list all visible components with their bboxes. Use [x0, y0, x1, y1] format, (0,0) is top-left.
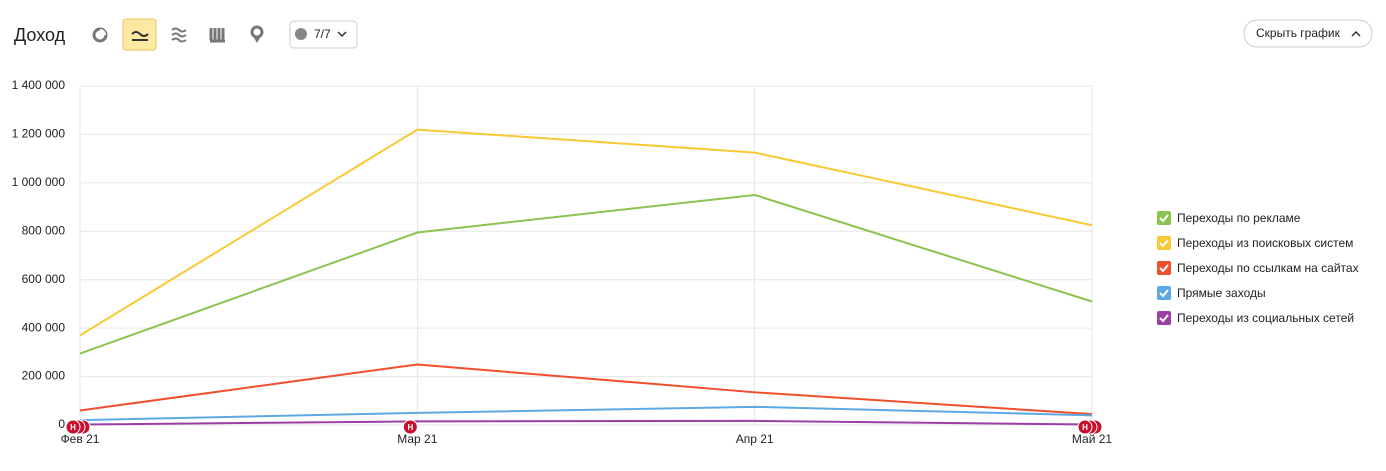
y-tick-label: 400 000 [22, 320, 66, 334]
legend-swatch [1157, 311, 1171, 325]
legend-check [1159, 314, 1169, 323]
legend-label: Переходы по рекламе [1177, 211, 1301, 225]
annotation-label: Н [1082, 423, 1088, 432]
x-tick-label: Май 21 [1072, 432, 1113, 446]
x-tick-label: Мар 21 [397, 432, 437, 446]
legend-swatch [1157, 236, 1171, 250]
filter-label: 7/7 [314, 27, 331, 41]
legend-swatch [1157, 211, 1171, 225]
dropdown-arrow [337, 31, 347, 38]
legend-label: Переходы из социальных сетей [1177, 311, 1354, 325]
bar-button[interactable] [209, 28, 225, 43]
line-icon [131, 31, 149, 41]
annotation-label: Н [70, 423, 76, 432]
annotation-marker [65, 419, 81, 435]
legend-check [1159, 289, 1169, 298]
y-tick-label: 1 400 000 [12, 78, 66, 92]
hide-chart-button[interactable] [1243, 19, 1373, 48]
series-line [79, 405, 1093, 422]
y-tick-label: 800 000 [22, 223, 66, 237]
x-tick-label: Фев 21 [61, 432, 100, 446]
legend-label: Прямые заходы [1177, 286, 1266, 300]
x-tick-label: Апр 21 [736, 432, 774, 446]
y-tick-label: 1 200 000 [12, 127, 66, 141]
series-line [79, 128, 1093, 337]
annotation-marker [402, 419, 418, 435]
legend-check [1159, 214, 1169, 223]
comment-icon [295, 28, 307, 40]
series-line [79, 363, 1093, 416]
legend-label: Переходы из поисковых систем [1177, 236, 1353, 250]
legend-check [1159, 264, 1169, 273]
pie-button[interactable] [92, 27, 108, 43]
map-button[interactable] [250, 25, 264, 43]
hide-chart-label: Скрыть график [1256, 26, 1341, 40]
chart-type-buttons [92, 18, 264, 51]
legend-swatch [1157, 261, 1171, 275]
hide-arrow [1351, 30, 1361, 37]
series-line [79, 193, 1093, 355]
y-tick-label: 200 000 [22, 369, 66, 383]
filter-dropdown[interactable] [289, 20, 358, 49]
area-button[interactable] [171, 27, 187, 43]
series-line [79, 419, 1093, 426]
y-tick-label: 0 [58, 417, 65, 431]
annotation-marker [1077, 419, 1093, 435]
annotation-label: Н [407, 423, 413, 432]
y-tick-label: 600 000 [22, 272, 66, 286]
page-title: Доход [14, 25, 66, 45]
y-tick-label: 1 000 000 [12, 175, 66, 189]
legend-check [1159, 239, 1169, 248]
legend-swatch [1157, 286, 1171, 300]
legend-label: Переходы по ссылкам на сайтах [1177, 261, 1359, 275]
